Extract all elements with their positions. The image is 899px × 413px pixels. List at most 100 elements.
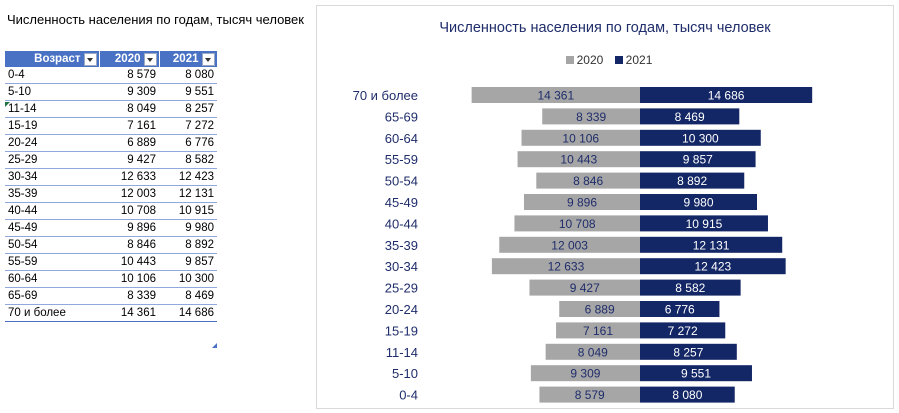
cell-age[interactable]: 25-29 bbox=[5, 151, 99, 169]
cell-age[interactable]: 60-64 bbox=[5, 270, 99, 288]
cell-2021[interactable]: 9 980 bbox=[159, 219, 217, 237]
cell-2020[interactable]: 9 309 bbox=[99, 83, 159, 101]
cell-2020[interactable]: 10 106 bbox=[99, 270, 159, 288]
bar-2021[interactable] bbox=[640, 322, 726, 339]
bar-2021[interactable] bbox=[640, 365, 752, 382]
bar-2020[interactable] bbox=[530, 365, 640, 382]
bar-2020[interactable] bbox=[499, 236, 640, 253]
table-row[interactable]: 55-59 10 443 9 857 bbox=[5, 253, 217, 271]
bar-2021[interactable] bbox=[640, 236, 783, 253]
table-row[interactable]: 20-24 6 889 6 776 bbox=[5, 134, 217, 152]
filter-dropdown-icon[interactable] bbox=[201, 52, 215, 66]
bar-2021[interactable] bbox=[640, 129, 761, 146]
cell-2020[interactable]: 6 889 bbox=[99, 134, 159, 152]
table-row[interactable]: 11-14 8 049 8 257 bbox=[5, 100, 217, 118]
table-row[interactable]: 60-64 10 106 10 300 bbox=[5, 270, 217, 288]
bar-2021[interactable] bbox=[640, 194, 758, 210]
bar-2020[interactable] bbox=[556, 322, 640, 339]
cell-2021[interactable]: 9 551 bbox=[159, 83, 217, 101]
bar-2020[interactable] bbox=[545, 343, 640, 360]
table-resize-handle[interactable] bbox=[212, 343, 217, 348]
cell-2020[interactable]: 8 846 bbox=[99, 236, 159, 254]
header-2021[interactable]: 2021 bbox=[159, 51, 218, 67]
table-row[interactable]: 0-4 8 579 8 080 bbox=[5, 67, 217, 84]
bar-2020[interactable] bbox=[529, 279, 640, 296]
population-table[interactable]: Возраст 2020 2021 0-4 8 579 8 080 5-10 9 309… bbox=[5, 51, 218, 322]
cell-age[interactable]: 20-24 bbox=[5, 134, 99, 152]
cell-age[interactable]: 0-4 bbox=[5, 67, 99, 84]
cell-2020[interactable]: 12 633 bbox=[99, 168, 159, 186]
bar-2021[interactable] bbox=[640, 108, 740, 125]
cell-age[interactable]: 50-54 bbox=[5, 236, 99, 254]
cell-age[interactable]: 40-44 bbox=[5, 202, 99, 220]
cell-age[interactable]: 70 и более bbox=[5, 304, 99, 322]
bar-2020[interactable] bbox=[514, 215, 640, 232]
cell-age[interactable]: 55-59 bbox=[5, 253, 99, 271]
cell-age[interactable]: 35-39 bbox=[5, 185, 99, 203]
bar-2020[interactable] bbox=[536, 172, 640, 189]
cell-2020[interactable]: 9 896 bbox=[99, 219, 159, 237]
table-row[interactable]: 50-54 8 846 8 892 bbox=[5, 236, 217, 254]
cell-2021[interactable]: 8 257 bbox=[159, 100, 217, 118]
cell-age[interactable]: 65-69 bbox=[5, 287, 99, 305]
bar-2021[interactable] bbox=[640, 151, 756, 168]
filter-dropdown-icon[interactable] bbox=[83, 52, 97, 66]
cell-2020[interactable]: 10 708 bbox=[99, 202, 159, 220]
table-row[interactable]: 65-69 8 339 8 469 bbox=[5, 287, 217, 305]
table-row[interactable]: 35-39 12 003 12 131 bbox=[5, 185, 217, 203]
cell-2020[interactable]: 8 579 bbox=[99, 67, 159, 84]
cell-2021[interactable]: 14 686 bbox=[159, 304, 217, 322]
cell-age[interactable]: 30-34 bbox=[5, 168, 99, 186]
bar-2020[interactable] bbox=[521, 129, 640, 146]
cell-2020[interactable]: 8 339 bbox=[99, 287, 159, 305]
cell-2020[interactable]: 8 049 bbox=[99, 100, 159, 118]
cell-2020[interactable]: 14 361 bbox=[99, 304, 159, 322]
cell-age[interactable]: 15-19 bbox=[5, 117, 99, 135]
category-label: 35-39 bbox=[385, 238, 418, 253]
cell-age[interactable]: 5-10 bbox=[5, 83, 99, 101]
bar-2020[interactable] bbox=[471, 87, 640, 103]
cell-2021[interactable]: 8 582 bbox=[159, 151, 217, 169]
table-row[interactable]: 40-44 10 708 10 915 bbox=[5, 202, 217, 220]
cell-2021[interactable]: 8 080 bbox=[159, 67, 217, 84]
bar-2021[interactable] bbox=[640, 215, 768, 232]
cell-2021[interactable]: 10 300 bbox=[159, 270, 217, 288]
cell-2021[interactable]: 12 423 bbox=[159, 168, 217, 186]
cell-2021[interactable]: 8 469 bbox=[159, 287, 217, 305]
header-age[interactable]: Возраст bbox=[5, 51, 100, 67]
bar-2020[interactable] bbox=[517, 151, 640, 168]
cell-age[interactable]: 11-14 bbox=[5, 100, 99, 118]
bar-2020[interactable] bbox=[491, 258, 640, 275]
bar-2021[interactable] bbox=[640, 258, 786, 275]
cell-2021[interactable]: 6 776 bbox=[159, 134, 217, 152]
bar-2021[interactable] bbox=[640, 301, 720, 317]
header-2020[interactable]: 2020 bbox=[99, 51, 160, 67]
bar-2020[interactable] bbox=[559, 301, 640, 317]
table-row[interactable]: 45-49 9 896 9 980 bbox=[5, 219, 217, 237]
table-row[interactable]: 25-29 9 427 8 582 bbox=[5, 151, 217, 169]
bar-2021[interactable] bbox=[640, 386, 735, 403]
bar-2021[interactable] bbox=[640, 87, 813, 103]
table-row[interactable]: 70 и более 14 361 14 686 bbox=[5, 304, 217, 322]
bar-2020[interactable] bbox=[539, 386, 640, 403]
table-row[interactable]: 30-34 12 633 12 423 bbox=[5, 168, 217, 186]
population-chart[interactable]: Численность населения по годам, тысяч че… bbox=[316, 5, 894, 409]
cell-2020[interactable]: 12 003 bbox=[99, 185, 159, 203]
bar-2021[interactable] bbox=[640, 279, 741, 296]
bar-2020[interactable] bbox=[523, 194, 640, 210]
cell-2020[interactable]: 9 427 bbox=[99, 151, 159, 169]
table-row[interactable]: 5-10 9 309 9 551 bbox=[5, 83, 217, 101]
cell-2021[interactable]: 10 915 bbox=[159, 202, 217, 220]
bar-2021[interactable] bbox=[640, 343, 737, 360]
cell-age[interactable]: 45-49 bbox=[5, 219, 99, 237]
table-row[interactable]: 15-19 7 161 7 272 bbox=[5, 117, 217, 135]
cell-2021[interactable]: 12 131 bbox=[159, 185, 217, 203]
cell-2020[interactable]: 10 443 bbox=[99, 253, 159, 271]
cell-2021[interactable]: 9 857 bbox=[159, 253, 217, 271]
bar-2020[interactable] bbox=[542, 108, 640, 125]
bar-2021[interactable] bbox=[640, 172, 745, 189]
cell-2020[interactable]: 7 161 bbox=[99, 117, 159, 135]
cell-2021[interactable]: 8 892 bbox=[159, 236, 217, 254]
cell-2021[interactable]: 7 272 bbox=[159, 117, 217, 135]
filter-dropdown-icon[interactable] bbox=[143, 52, 157, 66]
